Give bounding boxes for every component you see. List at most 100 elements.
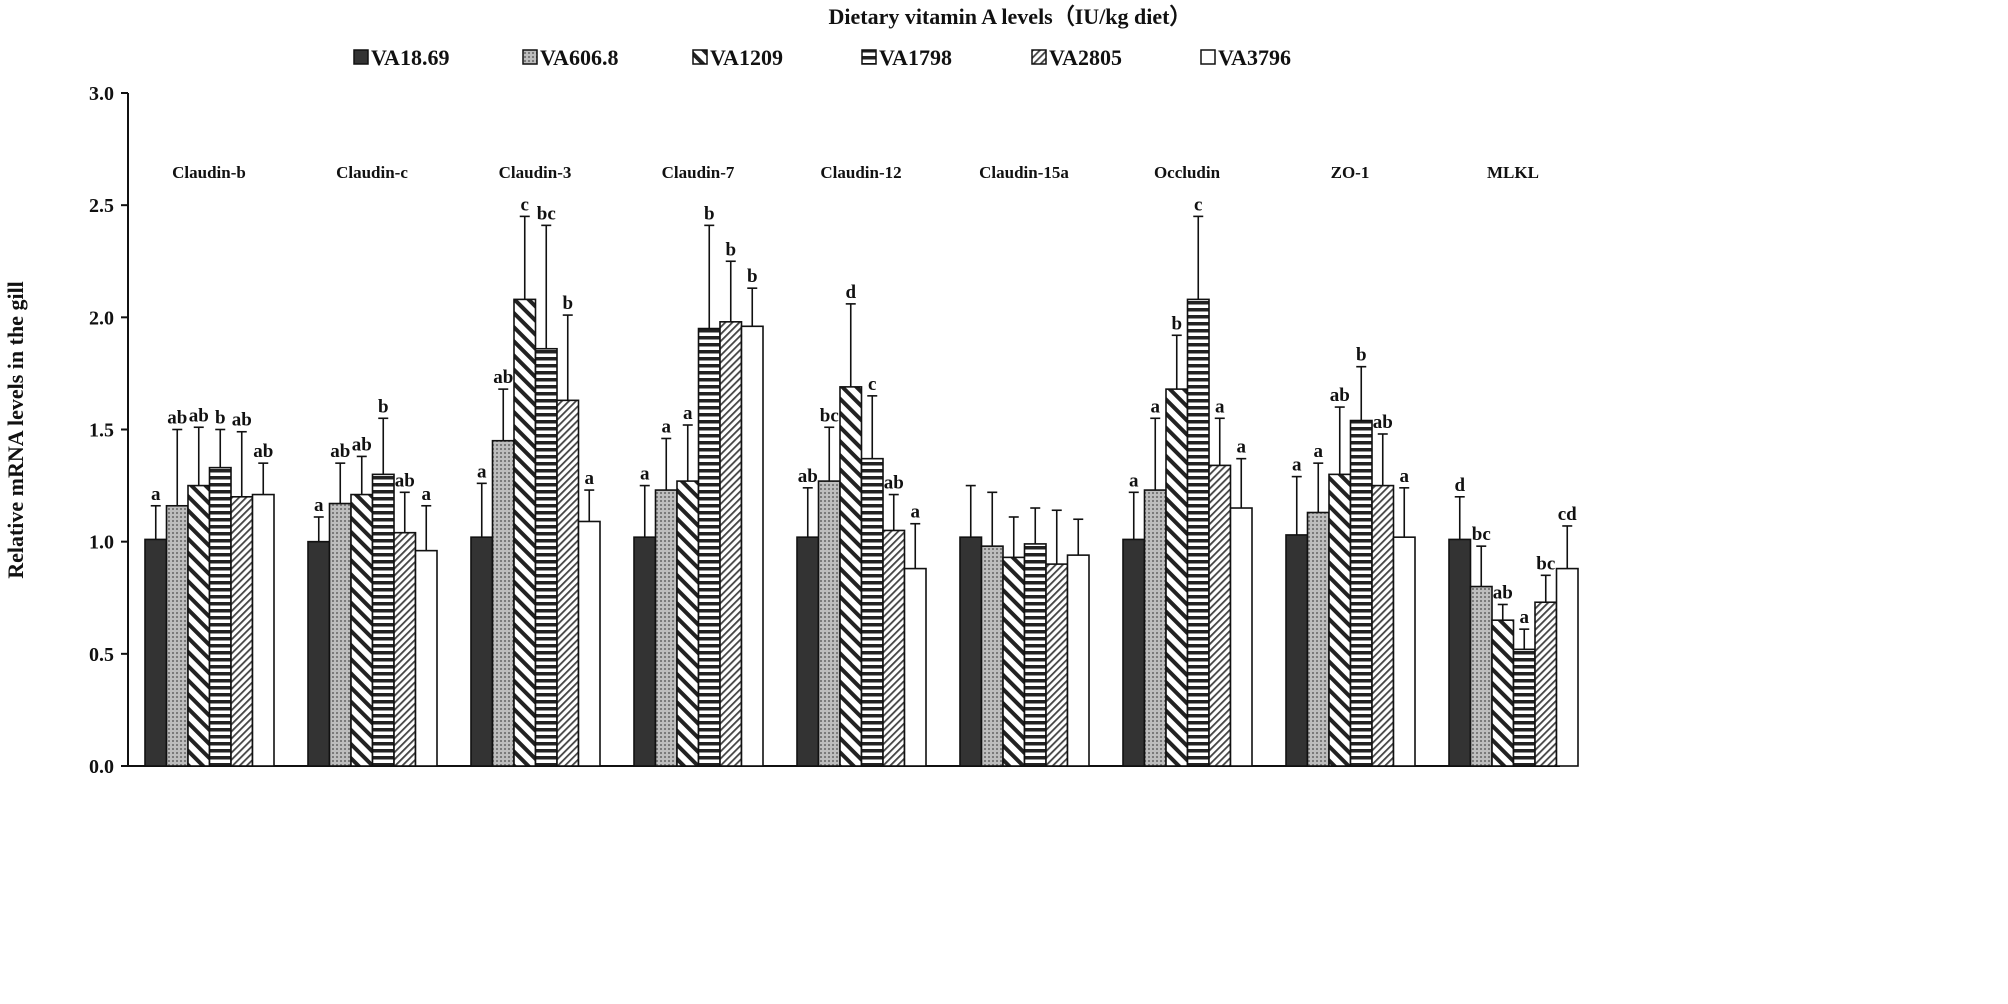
bar — [839, 386, 863, 767]
significance-letter: ab — [253, 441, 273, 462]
significance-letter: c — [868, 374, 876, 395]
bar — [1186, 298, 1210, 767]
legend-swatch — [353, 49, 369, 65]
bar — [371, 473, 395, 767]
legend-label: VA18.69 — [371, 45, 449, 70]
bar — [251, 493, 275, 767]
bar — [556, 399, 580, 767]
chart-title: Dietary vitamin A levels（IU/kg diet） — [829, 4, 1192, 29]
significance-letter: bc — [1536, 553, 1555, 574]
category-label: MLKL — [1487, 163, 1539, 182]
significance-letter: a — [1151, 396, 1161, 417]
significance-letter: b — [725, 239, 736, 260]
category-label: Claudin-3 — [499, 163, 572, 182]
significance-letter: a — [1400, 466, 1410, 487]
category-label: Occludin — [1154, 163, 1221, 182]
significance-letter: a — [1292, 455, 1302, 476]
bar — [393, 531, 417, 767]
significance-letter: a — [1237, 437, 1247, 458]
bar — [577, 520, 601, 767]
bar — [1023, 543, 1047, 767]
bar — [1555, 567, 1579, 767]
bar — [328, 502, 352, 767]
significance-letter: b — [562, 293, 573, 314]
legend: VA18.69 VA606.8 VA1209 VA1798 VA2805 VA3796 — [353, 45, 1291, 70]
bar — [1122, 538, 1146, 767]
significance-letter: ab — [330, 441, 350, 462]
y-tick-label: 3.0 — [89, 83, 114, 105]
bar — [1469, 585, 1493, 767]
bar — [1349, 419, 1373, 767]
bar — [1306, 511, 1330, 767]
significance-letter: a — [314, 495, 324, 516]
bar — [903, 567, 927, 767]
significance-letter: a — [640, 464, 650, 485]
bar — [144, 538, 168, 767]
category-label: Claudin-b — [172, 163, 246, 182]
bar — [307, 540, 331, 767]
bar — [1448, 538, 1472, 767]
y-tick-label: 2.5 — [89, 195, 114, 217]
bar — [165, 504, 189, 767]
significance-letter: d — [1454, 475, 1465, 496]
bar — [1208, 464, 1232, 767]
significance-letter: a — [911, 502, 921, 523]
category-label: ZO-1 — [1331, 163, 1370, 182]
bar — [1491, 619, 1515, 767]
significance-letter: a — [683, 403, 693, 424]
significance-letter: ab — [1330, 385, 1350, 406]
y-tick-label: 0.5 — [89, 644, 114, 666]
bar — [1534, 601, 1558, 767]
significance-letter: b — [747, 266, 758, 287]
bar — [1002, 556, 1026, 767]
bar — [470, 536, 494, 767]
significance-letter: a — [1215, 396, 1225, 417]
bar — [980, 545, 1004, 767]
bar — [654, 489, 678, 767]
bar — [1328, 473, 1352, 767]
significance-letter: b — [215, 408, 226, 429]
bar — [1045, 563, 1069, 767]
bar — [513, 298, 537, 767]
significance-letter: bc — [820, 405, 839, 426]
significance-letter: ab — [1373, 412, 1393, 433]
bar — [697, 327, 721, 767]
significance-letter: ab — [352, 434, 372, 455]
legend-label: VA606.8 — [540, 45, 618, 70]
bar — [1229, 507, 1253, 767]
bar — [959, 536, 983, 767]
legend-swatch — [692, 49, 708, 65]
significance-letter: ab — [884, 473, 904, 494]
bar — [676, 480, 700, 767]
significance-letter: a — [1520, 607, 1530, 628]
bar — [187, 484, 211, 767]
bar — [414, 549, 438, 767]
significance-letter: ab — [493, 367, 513, 388]
significance-letter: a — [422, 484, 432, 505]
significance-letter: b — [1356, 345, 1367, 366]
category-label: Claudin-c — [336, 163, 408, 182]
category-label: Claudin-12 — [820, 163, 901, 182]
significance-letter: c — [1194, 194, 1202, 215]
y-tick-label: 1.0 — [89, 532, 114, 554]
significance-letter: a — [151, 484, 161, 505]
legend-label: VA3796 — [1218, 45, 1291, 70]
category-label: Claudin-15a — [979, 163, 1069, 182]
legend-swatch — [1200, 49, 1216, 65]
significance-letter: b — [1171, 313, 1182, 334]
significance-letter: bc — [537, 203, 556, 224]
bar — [350, 493, 374, 767]
bar — [208, 466, 232, 767]
significance-letter: b — [378, 396, 389, 417]
y-tick-label: 0.0 — [89, 756, 114, 778]
bar — [1165, 388, 1189, 767]
bar — [1285, 534, 1309, 767]
significance-letter: c — [521, 194, 529, 215]
bar — [491, 439, 515, 767]
bar — [882, 529, 906, 767]
significance-letter: ab — [189, 405, 209, 426]
bar — [796, 536, 820, 767]
bar — [1143, 489, 1167, 767]
